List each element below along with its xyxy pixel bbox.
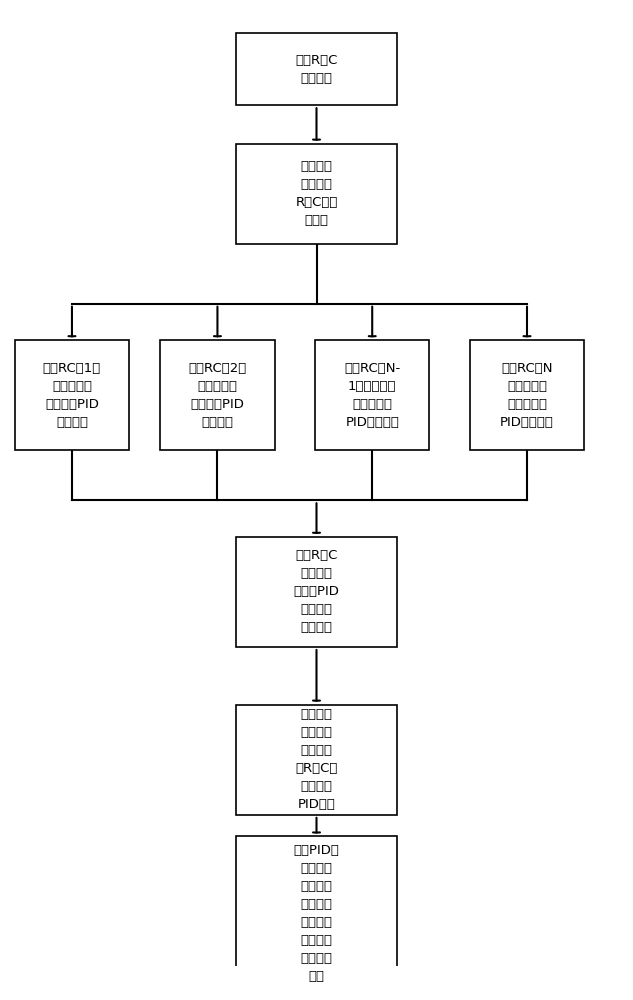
Text: 收集R、C
分布情况: 收集R、C 分布情况 <box>296 54 337 85</box>
Text: 根据RC倷N-
1计算控制流
量调节对应
PID控制参数: 根据RC倷N- 1计算控制流 量调节对应 PID控制参数 <box>344 362 400 429</box>
FancyBboxPatch shape <box>160 340 275 450</box>
Text: 根据RC倷2计
算控制流量
调节对应PID
控制参数: 根据RC倷2计 算控制流量 调节对应PID 控制参数 <box>188 362 247 429</box>
FancyBboxPatch shape <box>15 340 129 450</box>
Text: 根据RC倷1计
算控制流量
调节对应PID
控制参数: 根据RC倷1计 算控制流量 调节对应PID 控制参数 <box>43 362 101 429</box>
FancyBboxPatch shape <box>236 33 397 105</box>
Text: 根据PID参
数利用压
力传感器
値和流量
传感器値
对设定压
力値进行
控制: 根据PID参 数利用压 力传感器 値和流量 传感器値 对设定压 力値进行 控制 <box>294 844 339 983</box>
FancyBboxPatch shape <box>236 705 397 815</box>
Text: 根据R、C
値建立流
量调节PID
参数模糊
控制算法: 根据R、C 値建立流 量调节PID 参数模糊 控制算法 <box>294 549 339 634</box>
FancyBboxPatch shape <box>236 836 397 990</box>
FancyBboxPatch shape <box>236 144 397 244</box>
Text: 根据公式
计算对应
R、C下的
流量値: 根据公式 计算对应 R、C下的 流量値 <box>296 160 337 227</box>
Text: 根据模糊
控制算法
计算所对
应R、C値
情况下的
PID参数: 根据模糊 控制算法 计算所对 应R、C値 情况下的 PID参数 <box>296 708 337 811</box>
FancyBboxPatch shape <box>470 340 584 450</box>
FancyBboxPatch shape <box>315 340 429 450</box>
FancyBboxPatch shape <box>236 537 397 647</box>
Text: 根据RC倷N
计算控制流
量调节对应
PID控制参数: 根据RC倷N 计算控制流 量调节对应 PID控制参数 <box>500 362 554 429</box>
